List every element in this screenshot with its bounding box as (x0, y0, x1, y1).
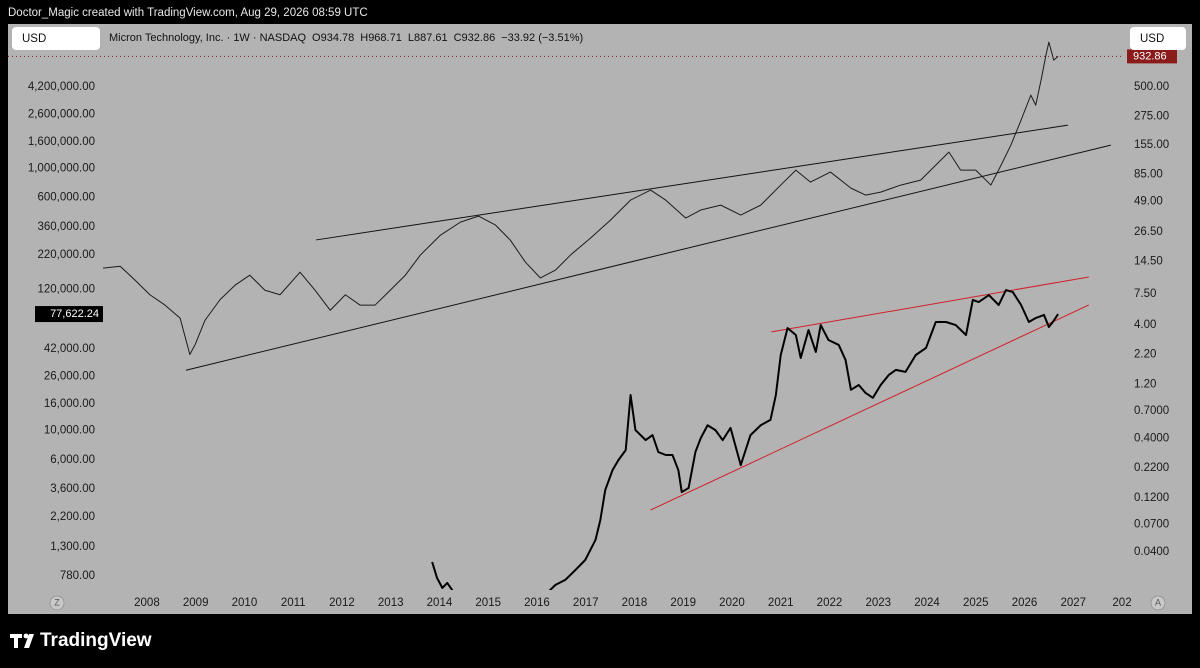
y2-tick-label: 0.0400 (1134, 546, 1169, 558)
x-tick-label: 2022 (817, 597, 843, 609)
quote-value: C932.86 (454, 32, 496, 44)
currency-label: USD (22, 33, 46, 45)
y-tick-label: 360,000.00 (37, 221, 95, 233)
y2-tick-label: 0.4000 (1134, 433, 1169, 445)
x-tick-label: 2024 (914, 597, 940, 609)
logo-shape (10, 634, 22, 648)
y-tick-label: 10,000.00 (44, 425, 95, 437)
price-line (103, 41, 1059, 356)
caption: Doctor_Magic created with TradingView.co… (8, 7, 368, 19)
x-tick-label: 2016 (524, 597, 550, 609)
y2-tick-label: 85.00 (1134, 168, 1163, 180)
last-price-label: 932.86 (1133, 50, 1167, 62)
trendline (650, 304, 1090, 511)
x-tick-label: 2017 (573, 597, 599, 609)
y-tick-label: 600,000.00 (37, 192, 95, 204)
trendline (185, 144, 1111, 371)
y-tick-label: 16,000.00 (44, 398, 95, 410)
quote-value: −33.92 (−3.51%) (501, 32, 583, 44)
quote-value: O934.78 (312, 32, 354, 44)
y2-tick-label: 4.00 (1134, 319, 1156, 331)
y-tick-label: 1,000,000.00 (28, 163, 95, 175)
y2-tick-label: 0.2200 (1134, 462, 1169, 474)
y-tick-label: 220,000.00 (37, 249, 95, 261)
y2-tick-label: 2.20 (1134, 349, 1156, 361)
y-tick-label: 4,200,000.00 (28, 81, 95, 93)
y-tick-label: 120,000.00 (37, 283, 95, 295)
brand-logo (10, 633, 34, 648)
scale-button[interactable] (1150, 595, 1166, 611)
x-tick-label: 2019 (670, 597, 696, 609)
y-tick-label: 2,200.00 (50, 511, 95, 523)
scale-button-label: Z (54, 597, 60, 607)
last-price-label: 77,622.24 (50, 308, 99, 320)
x-tick-label: 2009 (183, 597, 209, 609)
y2-tick-label: 0.1200 (1134, 492, 1169, 504)
ticks: 4,200,000.00 2,600,000.00 1,600,000.00 1,00… (28, 81, 1169, 609)
brand: TradingView (40, 630, 152, 651)
x-tick-label: 2014 (427, 597, 453, 609)
logo-shape (23, 633, 29, 639)
y2-tick-label: 500.00 (1134, 81, 1169, 93)
x-tick-label: 202 (1112, 597, 1131, 609)
y2-tick-label: 155.00 (1134, 139, 1169, 151)
y2-tick-label: 275.00 (1134, 111, 1169, 123)
y-tick-label: 1,300.00 (50, 541, 95, 553)
quote-value: H968.71 (360, 32, 402, 44)
y2-tick-label: 14.50 (1134, 256, 1163, 268)
y-tick-label: 6,000.00 (50, 454, 95, 466)
y-tick-label: 42,000.00 (44, 343, 95, 355)
x-tick-label: 2027 (1060, 597, 1086, 609)
y2-tick-label: 7.50 (1134, 288, 1156, 300)
price-labels: 932.86 77,622.24 (35, 49, 1177, 323)
y2-tick-label: 0.7000 (1134, 405, 1169, 417)
scale-button[interactable] (49, 595, 65, 611)
plot (8, 41, 1122, 590)
y-tick-label: 3,600.00 (50, 483, 95, 495)
y-tick-label: 2,600,000.00 (28, 108, 95, 120)
y2-tick-label: 0.0700 (1134, 518, 1169, 530)
currency-label: USD (1140, 33, 1164, 45)
x-tick-label: 2020 (719, 597, 745, 609)
x-tick-label: 2015 (475, 597, 501, 609)
logo-shape (24, 634, 34, 648)
y2-tick-label: 49.00 (1134, 196, 1163, 208)
x-tick-label: 2025 (963, 597, 989, 609)
x-tick-label: 2013 (378, 597, 404, 609)
quote-value: L887.61 (408, 32, 448, 44)
x-tick-label: 2018 (622, 597, 648, 609)
trendline (316, 124, 1068, 241)
last-price-box (1127, 49, 1177, 64)
x-tick-label: 2008 (134, 597, 160, 609)
x-tick-label: 2012 (329, 597, 355, 609)
x-tick-label: 2026 (1012, 597, 1038, 609)
y-tick-label: 26,000.00 (44, 370, 95, 382)
y2-tick-label: 1.20 (1134, 378, 1156, 390)
chart-title: Micron Technology, Inc. · 1W · NASDAQ (109, 32, 306, 44)
last-price-box (35, 306, 103, 323)
y-tick-label: 780.00 (60, 570, 95, 582)
x-tick-label: 2023 (865, 597, 891, 609)
quote: O934.78 H968.71 L887.61 C932.86 −33.92 (−3.5… (312, 32, 583, 44)
price-line (431, 289, 1059, 590)
x-tick-label: 2021 (768, 597, 794, 609)
x-tick-label: 2011 (281, 597, 306, 609)
currency-button[interactable] (12, 27, 100, 50)
y2-tick-label: 26.50 (1134, 226, 1163, 238)
currency-button[interactable] (1130, 27, 1186, 50)
trendline (771, 276, 1089, 333)
x-tick-label: 2010 (232, 597, 258, 609)
scale-button-label: A (1155, 597, 1161, 607)
y-tick-label: 1,600,000.00 (28, 136, 95, 148)
